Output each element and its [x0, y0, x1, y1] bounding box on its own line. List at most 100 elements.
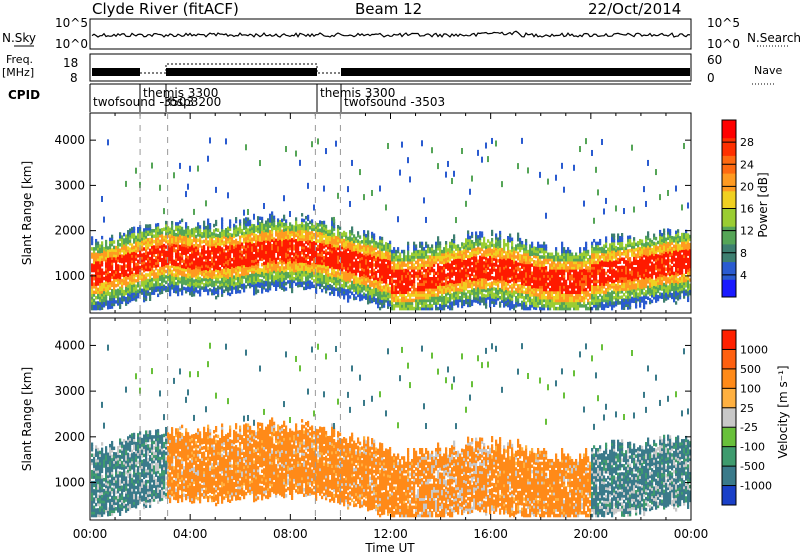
power-cell — [465, 265, 468, 269]
power-cell — [113, 270, 116, 274]
power-cell — [415, 287, 418, 292]
power-cell — [167, 288, 170, 293]
power-cell — [189, 272, 192, 277]
power-cell — [185, 235, 188, 240]
power-cell — [141, 280, 144, 284]
power-cell — [439, 265, 442, 270]
power-cell — [149, 273, 152, 277]
power-cell — [131, 286, 134, 291]
power-cell — [463, 248, 466, 252]
power-cell — [507, 249, 510, 254]
power-cell — [315, 230, 318, 235]
power-cell — [387, 291, 390, 296]
power-cell — [151, 239, 154, 244]
power-cell — [451, 249, 454, 254]
power-cell — [417, 301, 420, 305]
nsearch-label: N.Search — [747, 31, 800, 45]
power-cell — [487, 277, 490, 281]
power-cell — [441, 293, 444, 297]
power-cell — [269, 257, 272, 261]
power-cell — [317, 280, 320, 284]
power-cell — [425, 298, 428, 303]
power-cell — [251, 253, 254, 258]
power-cell — [325, 254, 328, 259]
power-cell — [341, 265, 344, 269]
power-cell — [495, 279, 498, 284]
power-cell — [415, 293, 418, 297]
power-cell — [115, 262, 118, 266]
power-cell — [177, 289, 180, 294]
power-cell — [291, 286, 294, 291]
power-cell — [449, 255, 452, 259]
power-cell — [497, 275, 500, 279]
power-cell — [299, 229, 302, 233]
power-cell — [239, 227, 242, 232]
power-cell — [251, 261, 254, 266]
power-cell — [527, 252, 530, 257]
power-cell — [429, 285, 432, 289]
power-cell — [485, 242, 488, 247]
power-cell — [349, 230, 352, 234]
power-cell — [505, 283, 508, 288]
power-cell — [479, 280, 482, 284]
power-cell — [519, 246, 522, 250]
power-cell — [295, 230, 298, 235]
power-cell — [125, 302, 128, 306]
power-cell — [213, 229, 216, 233]
power-cell — [151, 237, 154, 241]
power-cell — [453, 253, 456, 257]
power-cell — [301, 280, 304, 285]
power-cell — [311, 141, 313, 148]
power-cell — [93, 306, 96, 311]
power-cell — [461, 255, 464, 260]
power-cell — [159, 277, 162, 282]
power-cell — [117, 250, 120, 255]
power-cell — [139, 290, 142, 294]
power-cell — [181, 281, 184, 285]
power-cell — [257, 262, 260, 266]
power-cell — [415, 255, 418, 259]
power-cell — [309, 285, 312, 290]
power-cell — [347, 272, 350, 276]
power-cell — [233, 280, 236, 285]
power-cell — [497, 259, 500, 263]
power-cell — [293, 266, 296, 270]
power-cell — [369, 297, 372, 301]
power-cell — [309, 280, 312, 284]
power-cell — [117, 291, 120, 295]
power-cell — [237, 243, 240, 248]
power-cell — [287, 244, 290, 249]
power-cell — [261, 216, 264, 221]
nave-label: Nave — [754, 64, 782, 77]
power-cell — [303, 235, 306, 239]
power-cell — [133, 294, 136, 298]
power-cell — [297, 240, 300, 245]
power-cell — [455, 271, 458, 276]
power-cell — [311, 249, 314, 253]
power-cell — [181, 248, 184, 252]
power-cell — [99, 247, 102, 251]
power-cell — [303, 262, 306, 266]
power-cell — [131, 275, 134, 280]
power-cell — [241, 258, 244, 263]
power-cell — [193, 265, 196, 270]
power-cell — [443, 301, 446, 305]
power-cell — [501, 275, 504, 279]
power-cell — [237, 281, 240, 286]
power-cell — [481, 293, 484, 298]
power-cell — [347, 263, 350, 268]
power-cell — [171, 245, 174, 249]
power-cell — [497, 280, 500, 285]
power-cell — [517, 267, 520, 272]
power-cell — [111, 280, 114, 285]
power-cell — [213, 291, 216, 296]
power-cell — [99, 263, 102, 267]
power-cell — [151, 242, 154, 247]
power-cell — [423, 290, 426, 295]
power-cell — [249, 219, 252, 224]
power-cell — [437, 266, 440, 270]
power-cell — [443, 285, 446, 289]
power-cell — [443, 304, 446, 308]
power-cell — [483, 261, 486, 265]
power-cell — [187, 264, 190, 268]
